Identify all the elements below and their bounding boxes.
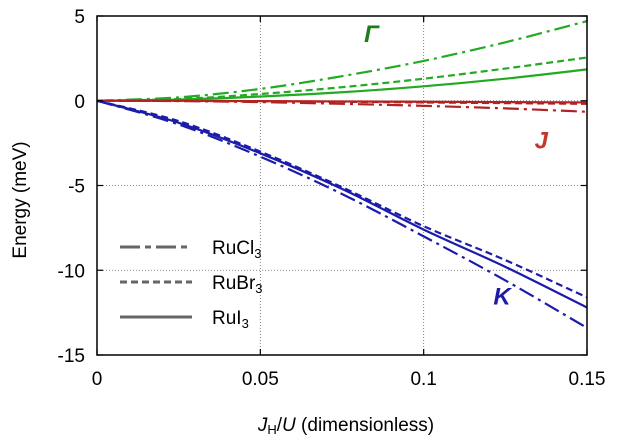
y-axis-label: Energy (meV) <box>10 141 31 258</box>
y-tick-label: -5 <box>68 177 85 198</box>
x-tick-label: 0.05 <box>242 369 279 390</box>
x-tick-label: 0.1 <box>410 369 436 390</box>
x-axis-label: JH/U (dimensionless) <box>257 415 434 437</box>
x-axis-label-var2: U <box>282 415 296 436</box>
y-tick-label: 0 <box>74 92 85 113</box>
series-line-k-rubr3 <box>96 99 588 299</box>
series-line-gamma-rucl3 <box>96 20 588 102</box>
series-line-j-rui3 <box>96 99 588 104</box>
x-tick-label: 0.15 <box>569 369 606 390</box>
tick-layer: 0 0.05 0.1 0.15 5 0 -5 -10 -15 <box>58 7 606 390</box>
series-line-gamma-rui3 <box>96 68 588 102</box>
series-label-k: K <box>493 284 512 311</box>
x-tick-label: 0 <box>92 369 103 390</box>
y-tick-label: -15 <box>58 346 85 367</box>
series-label-gamma: Γ <box>364 21 380 48</box>
y-tick-label: 5 <box>74 7 85 28</box>
x-axis-label-var: J <box>257 415 268 436</box>
y-tick-label: -10 <box>58 261 85 282</box>
legend-label: RuI3 <box>212 308 249 331</box>
x-axis-label-rest: (dimensionless) <box>296 415 434 436</box>
series-layer <box>96 20 588 329</box>
series-label-j: J <box>535 128 549 155</box>
series-line-k-rucl3 <box>96 99 588 329</box>
legend: RuCl3 RuBr3 RuI3 <box>120 238 263 331</box>
x-axis-label-sub: H <box>267 422 276 437</box>
series-label-layer: Γ J K <box>364 21 549 311</box>
series-line-gamma-rubr3 <box>96 56 588 102</box>
legend-label: RuBr3 <box>212 273 263 296</box>
legend-label: RuCl3 <box>212 238 261 261</box>
x-axis-label-slash: / <box>277 415 283 436</box>
series-line-k-rui3 <box>96 99 588 309</box>
